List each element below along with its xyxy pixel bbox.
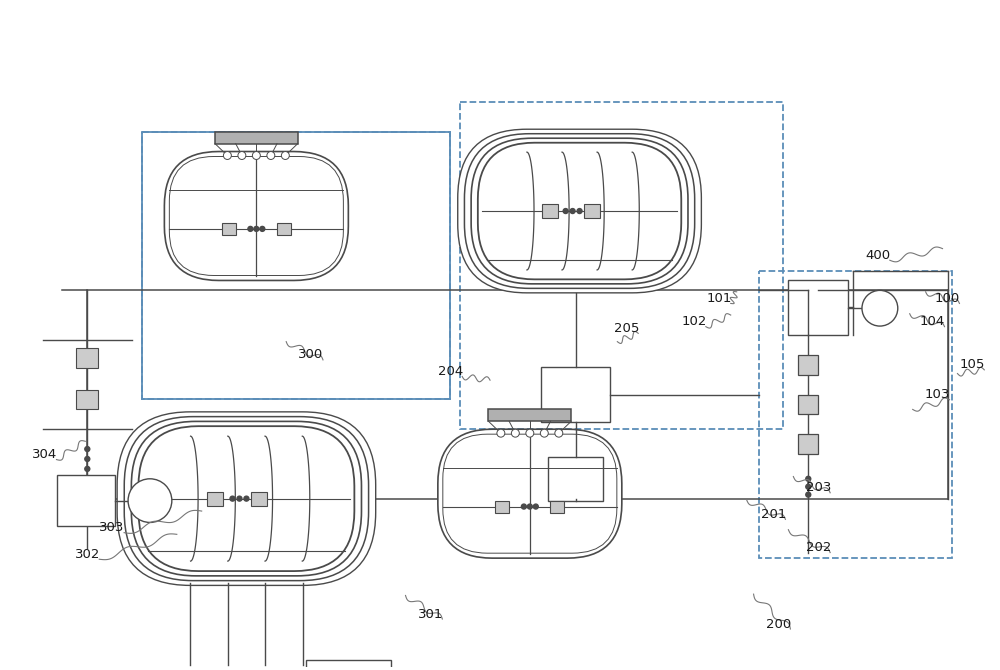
FancyBboxPatch shape (164, 151, 348, 281)
Circle shape (244, 496, 249, 501)
Circle shape (230, 496, 235, 501)
FancyBboxPatch shape (458, 129, 701, 293)
Bar (495, 500, 509, 513)
Circle shape (526, 429, 534, 437)
FancyBboxPatch shape (131, 421, 361, 576)
FancyBboxPatch shape (438, 429, 622, 558)
Circle shape (806, 484, 811, 489)
Text: 100: 100 (935, 292, 960, 305)
Text: 201: 201 (761, 508, 786, 521)
Circle shape (555, 429, 563, 437)
Text: 204: 204 (438, 365, 463, 378)
Circle shape (806, 492, 811, 497)
FancyBboxPatch shape (478, 143, 681, 279)
FancyBboxPatch shape (124, 417, 369, 581)
Circle shape (85, 466, 90, 472)
Bar (542, 204, 558, 218)
Circle shape (563, 208, 568, 214)
Bar (488, 409, 571, 421)
Bar (207, 492, 223, 506)
Circle shape (267, 151, 275, 159)
Circle shape (511, 429, 519, 437)
Text: 200: 200 (766, 618, 791, 630)
Circle shape (260, 226, 265, 231)
Text: 105: 105 (960, 358, 985, 371)
Circle shape (85, 456, 90, 462)
Bar (541, 366, 610, 422)
Circle shape (527, 504, 532, 509)
Circle shape (223, 151, 231, 159)
Bar (788, 281, 848, 335)
Text: 400: 400 (865, 249, 890, 262)
Bar (584, 204, 600, 218)
FancyBboxPatch shape (471, 138, 688, 284)
Text: 203: 203 (806, 481, 831, 494)
Bar (798, 395, 818, 414)
Bar (548, 457, 603, 500)
Text: 304: 304 (32, 448, 57, 461)
Bar (550, 500, 564, 513)
Text: 104: 104 (920, 315, 945, 328)
Circle shape (533, 504, 538, 509)
Text: 300: 300 (298, 348, 324, 361)
Bar (251, 492, 267, 506)
Circle shape (577, 208, 582, 214)
FancyBboxPatch shape (464, 134, 695, 288)
Bar (798, 355, 818, 375)
Bar (76, 348, 98, 368)
Text: 101: 101 (706, 292, 731, 305)
Text: 205: 205 (614, 322, 639, 335)
Bar (76, 389, 98, 409)
Bar (57, 475, 115, 527)
Bar (277, 223, 291, 235)
Circle shape (128, 479, 172, 523)
Circle shape (521, 504, 526, 509)
Text: 103: 103 (925, 389, 950, 401)
Bar (306, 660, 391, 670)
Circle shape (806, 476, 811, 481)
Circle shape (862, 290, 898, 326)
FancyBboxPatch shape (138, 426, 354, 571)
Bar (759, 271, 952, 558)
Text: 102: 102 (681, 315, 707, 328)
Circle shape (540, 429, 548, 437)
Circle shape (238, 151, 246, 159)
Text: 303: 303 (99, 521, 125, 534)
Bar (460, 102, 783, 429)
Circle shape (237, 496, 242, 501)
FancyBboxPatch shape (117, 412, 376, 586)
Circle shape (281, 151, 289, 159)
Circle shape (248, 226, 253, 231)
Bar (222, 223, 236, 235)
Text: 301: 301 (418, 608, 443, 620)
Bar (142, 132, 450, 399)
Circle shape (254, 226, 259, 231)
Circle shape (85, 447, 90, 452)
Circle shape (252, 151, 260, 159)
Text: 202: 202 (806, 541, 831, 554)
Text: 302: 302 (75, 548, 100, 561)
Bar (142, 132, 450, 399)
Bar (215, 132, 298, 143)
Circle shape (570, 208, 575, 214)
Bar (798, 434, 818, 454)
Circle shape (497, 429, 505, 437)
